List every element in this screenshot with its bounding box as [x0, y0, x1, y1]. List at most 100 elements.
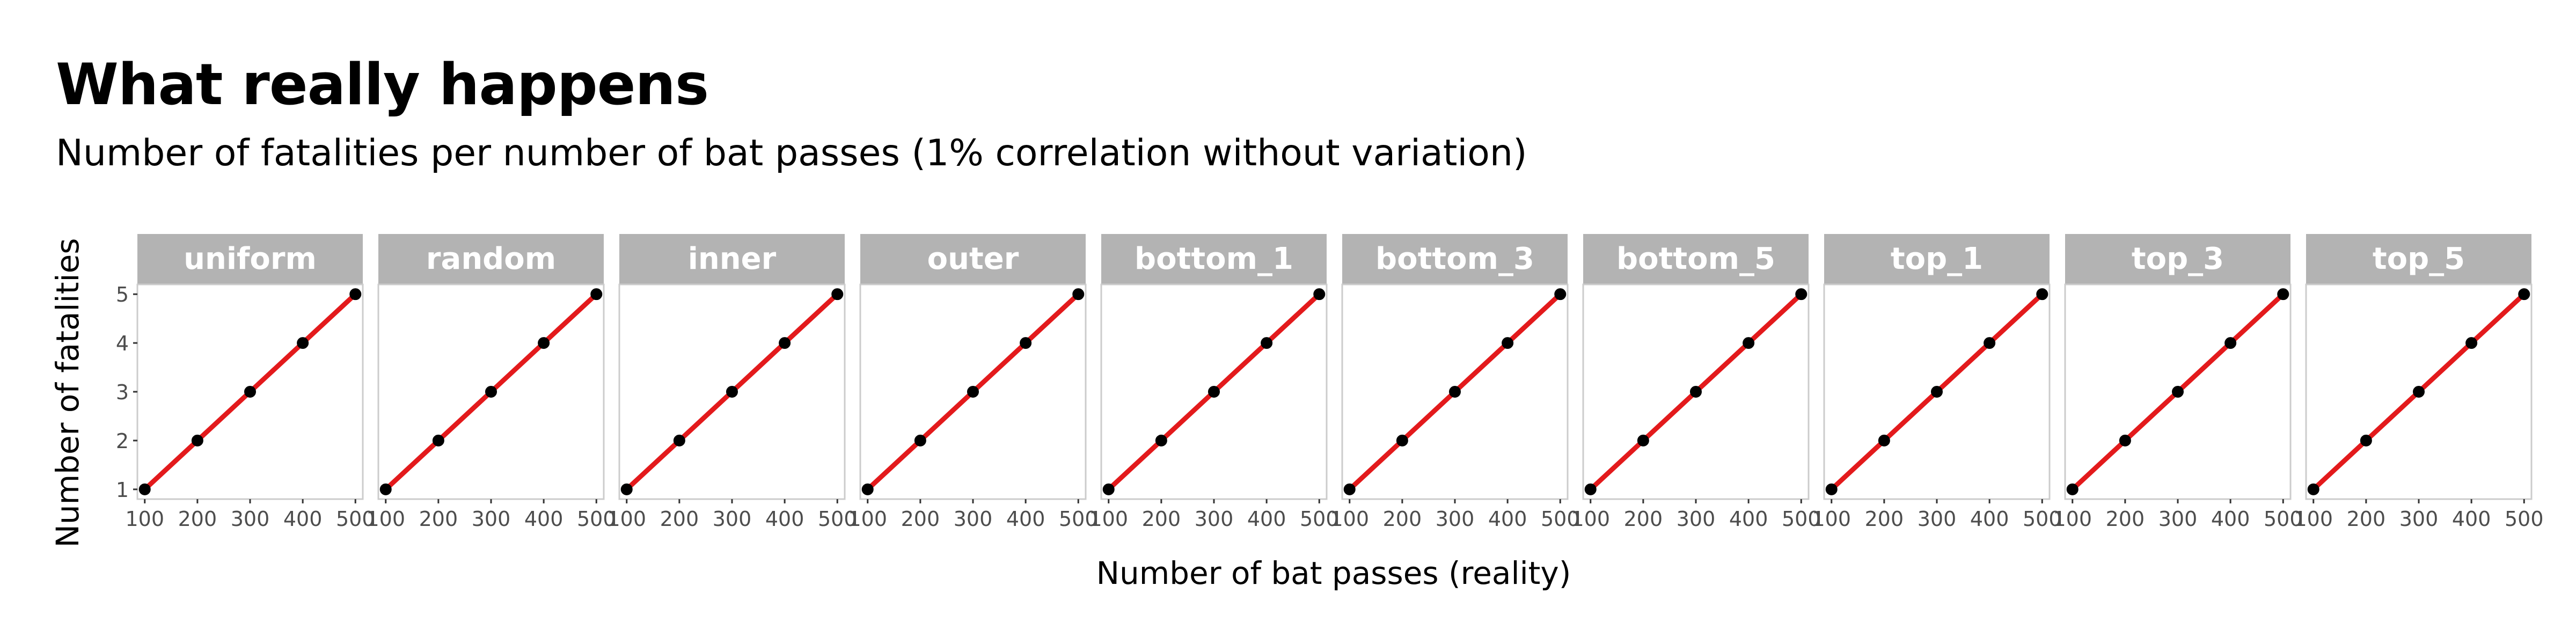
facet-strip: [619, 234, 845, 284]
x-tick-label: 100: [1812, 507, 1851, 531]
data-point: [538, 337, 550, 349]
data-point: [620, 483, 633, 495]
x-tick-label: 200: [419, 507, 458, 531]
x-axis-title: Number of bat passes (reality): [1096, 555, 1571, 591]
data-point: [779, 337, 791, 349]
data-point: [2307, 483, 2319, 495]
data-point: [485, 386, 497, 398]
y-tick-label: 1: [116, 478, 129, 502]
x-tick-label: 400: [1006, 507, 1045, 531]
facet-strip: [1583, 234, 1809, 284]
data-point: [1690, 386, 1702, 398]
x-tick-label: 100: [1571, 507, 1610, 531]
x-tick-label: 100: [848, 507, 887, 531]
facet-strip: [378, 234, 604, 284]
x-tick-label: 500: [818, 507, 857, 531]
data-point: [1502, 337, 1514, 349]
facet-strip: [1342, 234, 1568, 284]
data-point: [2036, 288, 2048, 301]
x-tick-label: 400: [1970, 507, 2009, 531]
data-point: [244, 386, 256, 398]
y-tick-label: 3: [116, 380, 129, 404]
x-tick-label: 300: [1195, 507, 1234, 531]
x-tick-label: 100: [607, 507, 646, 531]
facet-strip-label: top_1: [1891, 241, 1983, 276]
page-title: What really happens: [56, 52, 709, 118]
data-point: [1020, 337, 1032, 349]
data-point: [590, 288, 603, 301]
facet-strip-label: inner: [688, 241, 777, 276]
data-point: [349, 288, 362, 301]
x-tick-label: 400: [2452, 507, 2491, 531]
facet-panel-bottom_5: bottom_5 100 200 300 400 500: [1571, 234, 1821, 531]
data-point: [1795, 288, 1807, 301]
data-point: [379, 483, 392, 495]
x-tick-label: 500: [1059, 507, 1098, 531]
data-point: [2172, 386, 2184, 398]
x-tick-label: 400: [1729, 507, 1768, 531]
facet-panel-bottom_3: bottom_3 100 200 300 400 500: [1330, 234, 1580, 531]
facet-panel-random: random 100 200 300 400 500: [366, 234, 616, 531]
x-tick-label: 100: [1089, 507, 1128, 531]
page-subtitle: Number of fatalities per number of bat p…: [56, 132, 1527, 174]
facet-strip-label: bottom_3: [1375, 241, 1534, 276]
x-tick-label: 200: [178, 507, 217, 531]
data-point: [2413, 386, 2425, 398]
data-point: [2066, 483, 2079, 495]
data-point: [861, 483, 874, 495]
x-tick-label: 400: [283, 507, 323, 531]
data-point: [1102, 483, 1115, 495]
data-point: [1449, 386, 1461, 398]
facet-strip: [1101, 234, 1327, 284]
x-tick-label: 200: [660, 507, 699, 531]
facet-strip-label: top_3: [2132, 241, 2224, 276]
data-point: [914, 434, 926, 447]
facet-strip: [1824, 234, 2050, 284]
facet-strip-label: top_5: [2373, 241, 2465, 276]
x-tick-label: 400: [2211, 507, 2250, 531]
facet-strip: [860, 234, 1086, 284]
x-tick-label: 400: [1488, 507, 1527, 531]
data-point: [726, 386, 738, 398]
facet-panel-top_3: top_3 100 200 300 400 500: [2053, 234, 2303, 531]
x-tick-label: 200: [1142, 507, 1181, 531]
facet-strip: [2065, 234, 2290, 284]
x-tick-label: 300: [2399, 507, 2439, 531]
data-point: [1072, 288, 1085, 301]
x-tick-label: 500: [2264, 507, 2303, 531]
x-tick-label: 300: [472, 507, 511, 531]
data-point: [831, 288, 844, 301]
x-tick-label: 500: [336, 507, 375, 531]
x-tick-label: 100: [125, 507, 164, 531]
data-point: [2465, 337, 2478, 349]
data-point: [1208, 386, 1220, 398]
facet-strip-label: random: [426, 241, 556, 276]
data-point: [1554, 288, 1567, 301]
x-tick-label: 500: [1541, 507, 1580, 531]
data-point: [673, 434, 685, 447]
x-tick-label: 400: [524, 507, 564, 531]
data-point: [967, 386, 979, 398]
data-point: [432, 434, 444, 447]
x-tick-label: 100: [1330, 507, 1369, 531]
x-tick-label: 200: [1383, 507, 1422, 531]
x-tick-label: 100: [2294, 507, 2333, 531]
data-point: [2360, 434, 2372, 447]
data-point: [138, 483, 151, 495]
data-point: [1261, 337, 1273, 349]
x-tick-label: 300: [1677, 507, 1716, 531]
data-point: [1155, 434, 1167, 447]
facet-panel-outer: outer 100 200 300 400 500: [848, 234, 1098, 531]
facet-strip-label: bottom_1: [1135, 241, 1293, 276]
facet-strip-label: uniform: [184, 241, 317, 276]
data-point: [1984, 337, 1996, 349]
x-tick-label: 200: [2106, 507, 2145, 531]
data-point: [297, 337, 309, 349]
x-tick-label: 300: [954, 507, 993, 531]
facet-strip: [137, 234, 363, 284]
x-tick-label: 400: [765, 507, 804, 531]
data-point: [1313, 288, 1326, 301]
data-point: [1584, 483, 1597, 495]
x-tick-label: 500: [2023, 507, 2062, 531]
facet-strip: [2306, 234, 2531, 284]
